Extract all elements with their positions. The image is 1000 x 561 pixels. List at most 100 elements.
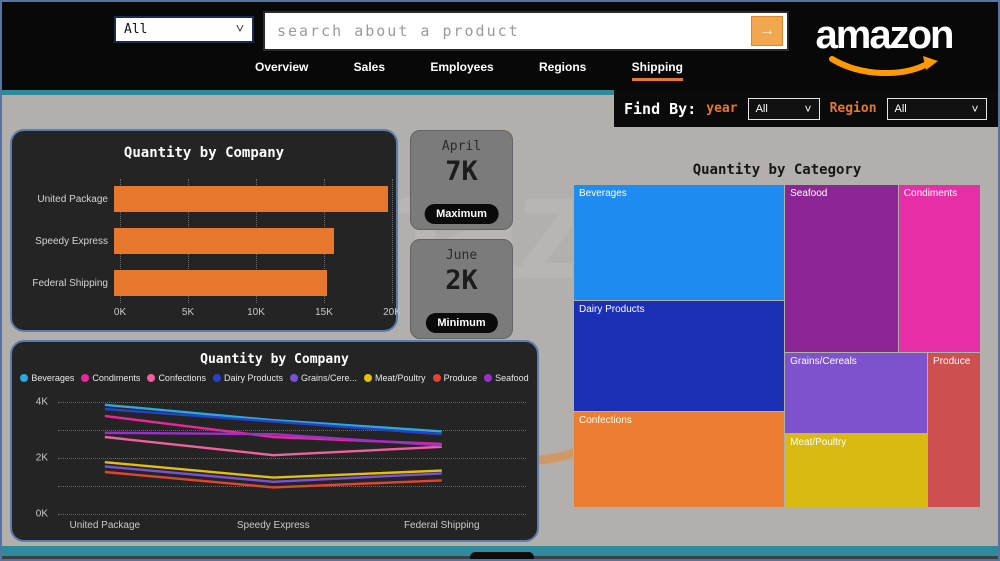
line-series-dairy-products[interactable] <box>104 407 442 436</box>
line-y-tick: 4K <box>35 396 48 408</box>
chevron-down-icon: ˅ <box>804 101 812 116</box>
bar-row: Speedy Express <box>22 225 392 257</box>
bar-row: Federal Shipping <box>22 267 392 299</box>
nav-item-employees[interactable]: Employees <box>430 60 494 74</box>
bar-gridline <box>392 179 393 303</box>
legend-item-condiments[interactable]: Condiments <box>81 373 140 383</box>
amazon-logo: amazon <box>804 14 964 85</box>
treemap-cell-dairy-products[interactable]: Dairy Products <box>572 299 787 413</box>
line-chart-title: Quantity by Company <box>200 352 349 367</box>
search-button[interactable]: → <box>751 16 783 46</box>
line-chart-y-axis: 0K 2K 4K <box>24 397 52 520</box>
category-dropdown[interactable]: All ˅ <box>114 16 254 43</box>
bottom-tab <box>470 552 534 559</box>
line-series-beverages[interactable] <box>104 403 442 433</box>
line-chart-plot <box>58 402 526 515</box>
line-series-produce[interactable] <box>104 470 442 489</box>
treemap-chart: Beverages Dairy Products Confections Seafoo… <box>572 183 981 508</box>
region-dropdown-value: All <box>894 102 907 115</box>
bar-x-tick: 10K <box>247 307 265 318</box>
treemap-cell-condiments[interactable]: Condiments <box>897 183 981 355</box>
bar-chart-plot: United Package Speedy Express Federal Ship… <box>22 183 392 299</box>
line-gridline <box>58 458 526 459</box>
legend-dot <box>432 374 441 382</box>
legend-item-seafood[interactable]: Seafood <box>484 373 529 383</box>
region-filter-label: Region <box>829 101 877 116</box>
bar-category-label: United Package <box>37 193 108 205</box>
search-input[interactable] <box>265 13 751 49</box>
nav-item-regions[interactable]: Regions <box>539 60 587 74</box>
bar-united-package[interactable] <box>114 186 388 212</box>
legend-dot <box>364 374 373 382</box>
bar-x-tick: 0K <box>113 307 127 318</box>
legend-item-grains-cere[interactable]: Grains/Cere... <box>290 373 357 383</box>
nav-item-sales[interactable]: Sales <box>353 60 386 74</box>
find-by-label: Find By: <box>624 99 697 118</box>
chevron-down-icon: ˅ <box>236 21 244 37</box>
treemap-cell-label: Seafood <box>790 188 828 199</box>
year-filter-label: year <box>706 101 738 116</box>
bar-x-tick: 20K <box>383 307 401 318</box>
year-dropdown-value: All <box>755 102 768 115</box>
line-gridline <box>58 402 526 403</box>
min-card-value: 2K <box>445 265 478 296</box>
header: All ˅ → amazon Overview Sales Employees Reg… <box>2 2 998 90</box>
line-chart-svg <box>104 403 442 489</box>
treemap-cell-seafood[interactable]: Seafood <box>784 183 900 355</box>
legend-item-beverages[interactable]: Beverages <box>20 373 74 383</box>
line-series-grains-cere[interactable] <box>104 465 442 484</box>
legend-label: Dairy Products <box>223 373 283 383</box>
bar-federal-shipping[interactable] <box>114 270 327 296</box>
bar-category-label: Speedy Express <box>35 235 108 247</box>
search-box: → <box>263 11 789 51</box>
treemap-cell-confections[interactable]: Confections <box>572 410 787 508</box>
filter-bar: Find By: year All ˅ Region All ˅ <box>614 90 998 127</box>
legend-item-produce[interactable]: Produce <box>432 373 477 383</box>
legend-item-dairy-products[interactable]: Dairy Products <box>212 373 283 383</box>
teal-accent-bar-top <box>2 90 614 95</box>
bar-category-label: Federal Shipping <box>32 277 108 289</box>
legend-dot <box>484 374 493 382</box>
line-gridline <box>58 514 526 515</box>
nav-item-shipping[interactable]: Shipping <box>631 60 683 81</box>
bar-track <box>114 228 392 254</box>
bar-track <box>114 270 392 296</box>
treemap-cell-meat-poultry[interactable]: Meat/Poultry <box>784 432 930 508</box>
maximum-badge[interactable]: Maximum <box>424 204 499 224</box>
nav-item-overview[interactable]: Overview <box>255 60 309 74</box>
bar-x-tick: 15K <box>315 307 333 318</box>
treemap-cell-beverages[interactable]: Beverages <box>572 184 787 302</box>
category-dropdown-value: All <box>124 22 148 37</box>
bar-speedy-express[interactable] <box>114 228 334 254</box>
legend-item-meat-poultry[interactable]: Meat/Poultry <box>364 373 426 383</box>
treemap-cell-grains-cereals[interactable]: Grains/Cereals <box>784 352 930 435</box>
treemap-cell-label: Produce <box>933 356 971 368</box>
bar-x-tick: 5K <box>181 307 195 318</box>
line-series-confections[interactable] <box>104 435 442 457</box>
treemap-cell-produce[interactable]: Produce <box>927 352 981 508</box>
max-card-value: 7K <box>445 156 478 187</box>
region-dropdown[interactable]: All ˅ <box>886 97 987 120</box>
treemap-cell-label: Confections <box>579 414 632 426</box>
line-gridline <box>58 430 526 431</box>
min-card-period: June <box>445 248 478 263</box>
treemap-cell-label: Grains/Cereals <box>790 356 857 368</box>
amazon-smile-icon <box>829 56 938 77</box>
legend-item-confections[interactable]: Confections <box>147 373 206 383</box>
legend-label: Meat/Poultry <box>375 373 426 383</box>
minimum-badge[interactable]: Minimum <box>425 313 498 333</box>
line-series-meat-poultry[interactable] <box>104 461 442 479</box>
legend-label: Condiments <box>92 373 141 383</box>
line-series-seafood[interactable] <box>104 431 442 447</box>
legend-dot <box>212 374 221 382</box>
legend-dot <box>147 374 156 382</box>
bar-chart-title: Quantity by Company <box>123 145 285 161</box>
line-chart-x-axis: United Package Speedy Express Federal Ship… <box>58 520 526 534</box>
line-x-label: Speedy Express <box>236 520 310 531</box>
line-x-label: United Package <box>69 520 141 531</box>
bar-chart-panel: Quantity by Company United Package Speedy… <box>10 129 401 332</box>
minimum-card: June 2K Minimum <box>410 239 513 339</box>
bar-chart-x-axis: 0K 5K 10K 15K 20K <box>114 307 401 321</box>
year-dropdown[interactable]: All ˅ <box>747 97 820 120</box>
